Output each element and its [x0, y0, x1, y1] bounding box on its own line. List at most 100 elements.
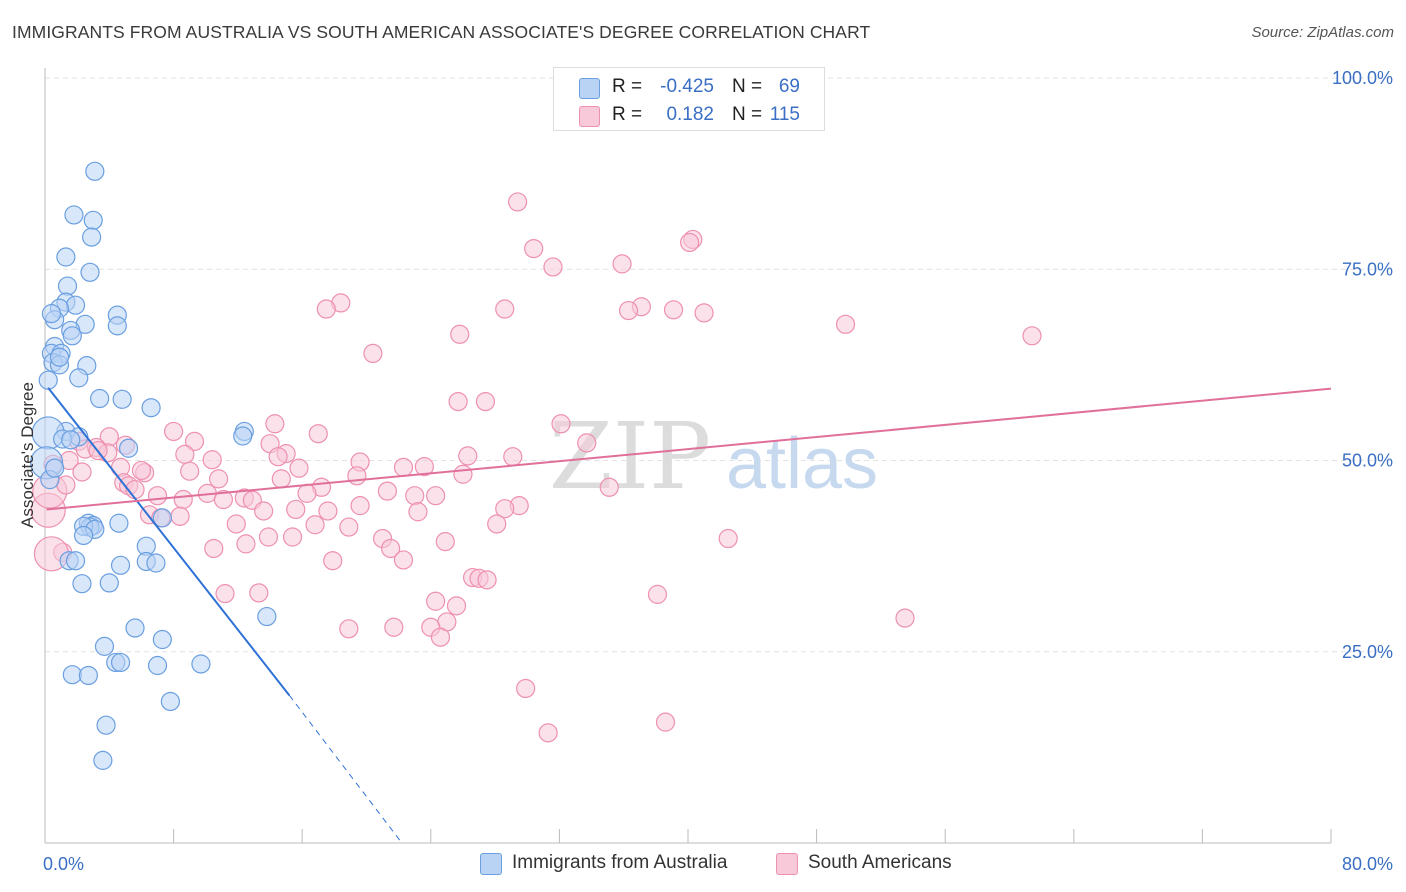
trend-line-australia: [47, 387, 291, 696]
point-south-american: [450, 324, 470, 344]
legend-r-value: -0.425: [660, 76, 714, 97]
point-australia: [41, 304, 62, 324]
point-south-american: [170, 506, 190, 526]
point-south-american: [323, 551, 343, 571]
y-tick-label: 50.0%: [1342, 451, 1393, 471]
point-south-american: [363, 343, 383, 363]
bottom-legend-label-south-americans: South Americans: [808, 852, 952, 873]
point-south-american: [282, 527, 303, 547]
point-australia: [233, 426, 253, 446]
point-south-american: [453, 464, 473, 484]
point-south-american: [426, 486, 446, 506]
point-south-american: [543, 257, 563, 277]
point-south-american: [426, 591, 446, 611]
point-australia: [110, 555, 131, 575]
point-australia: [57, 276, 78, 296]
point-south-american: [414, 457, 434, 477]
legend-n-label: N =: [732, 76, 763, 97]
point-south-american: [381, 538, 401, 559]
point-australia: [38, 370, 58, 390]
point-south-american: [254, 501, 274, 521]
legend-n-label: N =: [732, 104, 763, 125]
chart-title: IMMIGRANTS FROM AUSTRALIA VS SOUTH AMERI…: [12, 22, 871, 42]
point-australia: [64, 205, 84, 225]
point-south-american: [663, 300, 684, 320]
bottom-legend: Immigrants from Australia South American…: [0, 850, 1406, 878]
point-south-american: [72, 462, 92, 482]
point-south-american: [147, 486, 168, 506]
point-south-american: [215, 584, 235, 604]
watermark-atlas: atlas: [726, 424, 878, 504]
legend-r-label: R =: [612, 104, 643, 125]
point-south-american: [1022, 326, 1042, 346]
point-australia: [62, 665, 82, 685]
point-south-american: [475, 391, 496, 412]
legend-row-australia: R = -0.425 N = 69: [554, 74, 824, 100]
point-south-american: [618, 300, 639, 321]
point-south-american: [647, 584, 668, 604]
point-south-american: [175, 444, 195, 464]
point-south-american: [184, 431, 205, 451]
trend-lines: [46, 387, 1332, 844]
point-south-american: [350, 496, 370, 516]
point-south-american: [297, 483, 317, 503]
point-south-american: [316, 299, 336, 319]
watermark-zip: ZIP: [549, 403, 711, 510]
point-south-american: [551, 414, 571, 434]
point-australia: [112, 389, 132, 409]
legend-row-south-americans: R = 0.182 N = 115: [554, 102, 824, 128]
y-tick-label: 100.0%: [1332, 68, 1393, 88]
point-australia: [73, 525, 94, 546]
x-tick-label: 0.0%: [43, 854, 84, 874]
series-immigrants-australia: [30, 161, 277, 770]
point-australia: [90, 388, 110, 409]
source-credit: Source: ZipAtlas.com: [1251, 24, 1394, 41]
point-australia: [83, 210, 103, 230]
point-south-american: [393, 457, 414, 477]
legend-swatch-pink: [579, 106, 600, 127]
point-south-american: [56, 475, 76, 495]
point-south-american: [209, 469, 229, 489]
point-south-american: [305, 515, 325, 535]
point-australia: [61, 430, 81, 450]
point-south-american: [487, 514, 507, 534]
point-australia: [62, 326, 82, 346]
y-axis-label: Associate's Degree: [18, 382, 37, 528]
point-south-american: [339, 517, 359, 537]
series-south-americans: [30, 192, 1042, 743]
point-south-american: [286, 499, 306, 520]
legend-r-value: 0.182: [666, 104, 714, 125]
point-australia: [107, 316, 127, 336]
point-australia: [118, 438, 139, 458]
point-south-american: [835, 314, 856, 334]
point-south-american: [435, 531, 455, 552]
watermark: ZIP atlas: [549, 403, 878, 510]
point-south-american: [477, 570, 497, 590]
legend-n-value: 69: [778, 76, 800, 97]
bottom-legend-label-australia: Immigrants from Australia: [512, 852, 728, 873]
point-australia: [82, 227, 102, 247]
legend-r-label: R =: [612, 76, 643, 97]
point-south-american: [265, 414, 285, 434]
point-south-american: [131, 460, 152, 481]
point-south-american: [289, 458, 309, 478]
point-south-american: [599, 477, 619, 497]
point-australia: [141, 398, 161, 418]
point-australia: [94, 636, 115, 656]
point-australia: [110, 652, 131, 673]
point-south-american: [577, 433, 597, 453]
point-australia: [78, 665, 99, 686]
point-south-american: [377, 481, 397, 501]
trend-line-south-americans: [46, 387, 1332, 511]
trend-line-australia-extension: [288, 695, 403, 844]
point-south-american: [495, 299, 515, 319]
point-south-american: [524, 238, 544, 259]
point-australia: [85, 161, 105, 181]
point-south-american: [538, 723, 558, 743]
point-australia: [80, 262, 100, 282]
point-south-american: [458, 446, 478, 466]
point-south-american: [408, 502, 428, 522]
point-australia: [72, 574, 92, 594]
point-south-american: [503, 447, 523, 467]
point-australia: [96, 715, 116, 735]
